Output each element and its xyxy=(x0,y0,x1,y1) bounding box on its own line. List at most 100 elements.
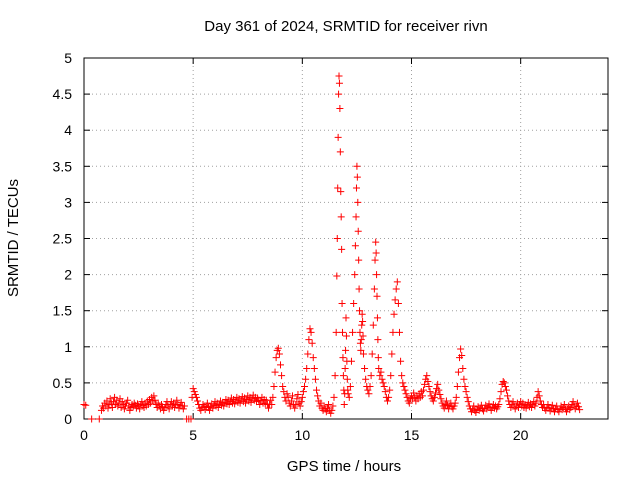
data-point xyxy=(299,388,307,396)
data-point xyxy=(279,383,287,391)
data-point xyxy=(332,328,340,336)
y-tick-label: 2 xyxy=(64,267,72,283)
data-point xyxy=(356,339,364,347)
data-point xyxy=(531,402,539,410)
data-point xyxy=(460,375,468,383)
data-point xyxy=(161,403,169,411)
data-point xyxy=(165,405,173,413)
data-point xyxy=(359,318,367,326)
data-point xyxy=(391,296,399,304)
data-point xyxy=(187,415,195,423)
data-point xyxy=(303,364,311,372)
axis-ticks: 0 5 10 15 20 0 0.5 1 1.5 2 2.5 3 3.5 4 4.5 5 xyxy=(53,50,608,443)
data-point xyxy=(442,397,450,405)
data-point xyxy=(344,390,352,398)
data-point xyxy=(410,389,418,397)
data-point xyxy=(301,383,309,391)
data-point xyxy=(197,406,205,414)
data-point xyxy=(307,328,315,336)
x-tick-label: 15 xyxy=(404,427,420,443)
data-point xyxy=(367,372,375,380)
data-point xyxy=(357,346,365,354)
plot-area-frame xyxy=(83,57,609,420)
data-point xyxy=(352,213,360,221)
data-point xyxy=(124,396,132,404)
data-point xyxy=(403,393,411,401)
data-point xyxy=(386,386,394,394)
data-point xyxy=(277,361,284,369)
data-point xyxy=(381,388,389,396)
data-point xyxy=(434,380,442,388)
data-point xyxy=(385,393,393,401)
y-tick-label: 0 xyxy=(64,411,72,427)
data-point xyxy=(358,310,366,318)
data-point xyxy=(567,403,575,411)
data-point xyxy=(335,90,343,98)
data-point xyxy=(293,395,301,403)
data-point xyxy=(338,299,346,307)
data-point xyxy=(373,314,381,322)
y-tick-label: 3 xyxy=(64,194,72,210)
data-point xyxy=(225,401,233,409)
x-tick-label: 5 xyxy=(189,427,197,443)
data-point xyxy=(373,271,381,279)
data-point xyxy=(336,148,344,156)
data-point xyxy=(377,368,385,376)
data-point xyxy=(302,375,310,383)
data-point xyxy=(325,401,333,409)
data-point xyxy=(420,386,428,394)
data-point xyxy=(203,399,211,407)
data-point xyxy=(528,403,536,411)
data-point xyxy=(437,395,445,403)
data-point xyxy=(264,404,272,412)
data-point xyxy=(373,292,381,300)
data-point xyxy=(286,402,294,410)
data-point xyxy=(190,388,198,396)
data-point xyxy=(505,397,513,405)
data-point xyxy=(274,344,282,352)
data-point xyxy=(347,357,355,365)
data-point xyxy=(449,405,457,413)
data-point xyxy=(509,398,517,406)
data-point xyxy=(275,350,283,358)
data-point xyxy=(392,285,400,293)
data-point xyxy=(395,328,403,336)
data-point xyxy=(463,393,471,401)
data-point xyxy=(179,405,187,413)
data-point xyxy=(560,401,568,409)
data-point xyxy=(398,372,406,380)
data-point xyxy=(352,184,360,192)
data-point xyxy=(126,406,134,414)
data-point xyxy=(504,392,512,400)
data-point xyxy=(192,393,200,401)
y-tick-label: 2.5 xyxy=(53,231,73,247)
data-point xyxy=(296,402,304,410)
data-point xyxy=(438,399,446,407)
data-point xyxy=(194,397,202,405)
data-point xyxy=(421,380,429,388)
data-point xyxy=(349,328,357,336)
data-point xyxy=(370,285,378,293)
data-point xyxy=(335,79,343,87)
data-point xyxy=(502,386,510,394)
data-point xyxy=(88,415,96,423)
data-point xyxy=(353,162,361,170)
data-point xyxy=(461,383,469,391)
data-point xyxy=(501,383,509,391)
data-point xyxy=(322,408,330,416)
data-point xyxy=(342,332,350,340)
data-point xyxy=(120,405,128,413)
data-point xyxy=(536,397,544,405)
data-point xyxy=(289,392,297,400)
data-point xyxy=(375,364,383,372)
data-point xyxy=(459,364,467,372)
data-point xyxy=(495,401,503,409)
data-point xyxy=(497,388,505,396)
data-point xyxy=(304,350,312,358)
x-tick-label: 0 xyxy=(80,427,88,443)
data-point xyxy=(364,386,372,394)
data-point xyxy=(380,383,388,391)
data-point xyxy=(389,328,397,336)
data-point xyxy=(522,404,530,412)
data-point xyxy=(401,386,409,394)
